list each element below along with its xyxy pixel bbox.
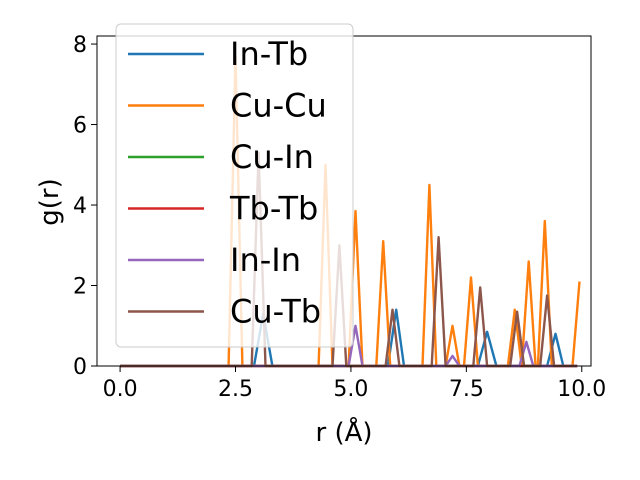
y-axis-label: g(r) (35, 178, 65, 225)
legend-label: Cu-Tb (230, 293, 321, 331)
x-tick-label: 2.5 (218, 377, 253, 402)
x-tick-label: 7.5 (449, 377, 484, 402)
legend: In-Tb Cu-Cu Cu-In Tb-Tb In-In Cu-Tb (115, 23, 354, 348)
axis-ticks: 0.0 2.5 5.0 7.5 10.0 0 2 4 6 8 (73, 33, 606, 402)
y-tick-label: 2 (73, 275, 87, 300)
x-tick-label: 10.0 (557, 377, 606, 402)
legend-label: Cu-In (230, 138, 314, 176)
x-axis-label: r (Å) (315, 416, 372, 448)
legend-label: In-In (230, 241, 301, 279)
y-tick-label: 0 (73, 355, 87, 380)
legend-label: In-Tb (230, 35, 308, 73)
y-tick-label: 8 (73, 33, 87, 58)
legend-label: Cu-Cu (230, 87, 327, 125)
y-tick-label: 4 (73, 194, 87, 219)
y-tick-label: 6 (73, 114, 87, 139)
legend-label: Tb-Tb (229, 190, 318, 228)
x-tick-label: 0.0 (103, 377, 138, 402)
x-tick-label: 5.0 (333, 377, 368, 402)
